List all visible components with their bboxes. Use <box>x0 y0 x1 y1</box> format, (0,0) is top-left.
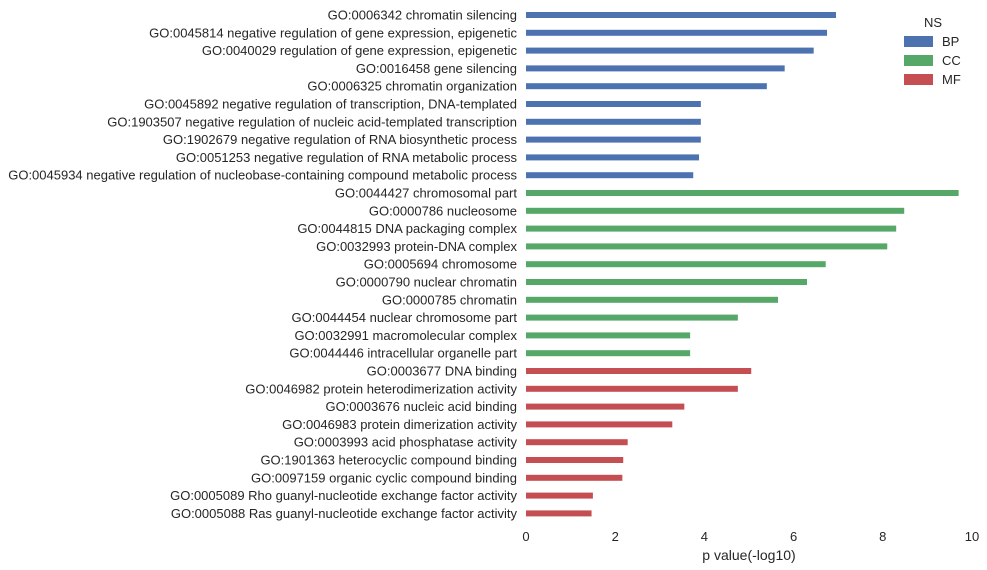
category-label: GO:1902679 negative regulation of RNA bi… <box>163 132 518 147</box>
bar-bp-1 <box>526 29 828 36</box>
category-label: GO:0006325 chromatin organization <box>307 79 517 94</box>
bar-cc-1 <box>526 207 905 214</box>
bar-cc-9 <box>526 350 691 357</box>
bar-mf-4 <box>526 439 628 446</box>
category-label: GO:0005089 Rho guanyl-nucleotide exchang… <box>170 488 517 503</box>
category-label: GO:0045934 negative regulation of nucleo… <box>8 168 517 183</box>
x-axis-title: p value(-log10) <box>702 547 795 563</box>
legend-label-cc: CC <box>942 53 961 68</box>
bar-bp-9 <box>526 172 694 179</box>
x-axis: 0 2 4 6 8 10 <box>522 529 979 544</box>
category-label: GO:0003677 DNA binding <box>367 364 517 379</box>
x-tick-label: 4 <box>701 529 708 544</box>
bar-mf-7 <box>526 492 593 499</box>
legend: NS BP CC MF <box>904 15 961 87</box>
category-label: GO:0003993 acid phosphatase activity <box>294 435 518 450</box>
category-label: GO:0046982 protein heterodimerization ac… <box>245 381 517 396</box>
category-label: GO:0003676 nucleic acid binding <box>325 399 517 414</box>
legend-swatch-bp <box>904 36 933 47</box>
bar-bp-6 <box>526 118 701 125</box>
category-label: GO:0051253 negative regulation of RNA me… <box>176 150 518 165</box>
category-label: GO:0044427 chromosomal part <box>335 186 517 201</box>
bar-cc-8 <box>526 332 691 339</box>
category-label: GO:0097159 organic cyclic compound bindi… <box>251 470 517 485</box>
x-tick-label: 10 <box>965 529 979 544</box>
category-label: GO:0000786 nucleosome <box>369 203 517 218</box>
category-label: GO:0045892 negative regulation of transc… <box>144 97 517 112</box>
x-tick-label: 8 <box>879 529 886 544</box>
category-label: GO:0045814 negative regulation of gene e… <box>149 25 517 40</box>
legend-label-mf: MF <box>942 72 961 87</box>
bar-mf-5 <box>526 457 624 463</box>
bar-cc-2 <box>526 225 897 232</box>
bar-bp-0 <box>526 12 836 18</box>
x-tick-label: 2 <box>612 529 619 544</box>
category-label: GO:0044446 intracellular organelle part <box>289 346 517 361</box>
bar-cc-0 <box>526 190 959 196</box>
bars-layer <box>526 12 959 517</box>
category-label: GO:0006342 chromatin silencing <box>328 8 517 23</box>
category-label: GO:0032991 macromolecular complex <box>294 328 517 343</box>
legend-swatch-cc <box>904 55 933 66</box>
category-labels: GO:0006342 chromatin silencing GO:0045814… <box>8 8 517 521</box>
bar-bp-5 <box>526 101 701 107</box>
category-label: GO:1901363 heterocyclic compound binding <box>260 453 517 468</box>
bar-mf-6 <box>526 474 623 481</box>
bar-bp-3 <box>526 65 785 72</box>
bar-bp-8 <box>526 154 700 161</box>
bar-cc-3 <box>526 243 888 250</box>
legend-label-bp: BP <box>942 34 959 49</box>
bar-cc-6 <box>526 296 778 303</box>
category-label: GO:0005088 Ras guanyl-nucleotide exchang… <box>171 506 518 521</box>
category-label: GO:0040029 regulation of gene expression… <box>202 43 518 58</box>
bar-cc-4 <box>526 261 826 268</box>
category-label: GO:0046983 protein dimerization activity <box>282 417 517 432</box>
bar-mf-3 <box>526 421 673 428</box>
x-tick-label: 6 <box>790 529 797 544</box>
x-tick-label: 0 <box>522 529 529 544</box>
bar-cc-5 <box>526 279 807 285</box>
category-label: GO:0016458 gene silencing <box>356 61 517 76</box>
bar-mf-2 <box>526 403 685 410</box>
bar-bp-2 <box>526 47 814 54</box>
category-label: GO:1903507 negative regulation of nuclei… <box>107 114 517 129</box>
bar-mf-8 <box>526 510 592 517</box>
legend-title: NS <box>924 15 942 30</box>
legend-swatch-mf <box>904 74 933 85</box>
bar-bp-7 <box>526 136 701 143</box>
bar-mf-0 <box>526 368 752 374</box>
category-label: GO:0000785 chromatin <box>382 292 517 307</box>
bar-mf-1 <box>526 385 738 392</box>
category-label: GO:0005694 chromosome <box>364 257 517 272</box>
bar-cc-7 <box>526 314 738 321</box>
category-label: GO:0044815 DNA packaging complex <box>297 221 517 236</box>
category-label: GO:0032993 protein-DNA complex <box>316 239 517 254</box>
category-label: GO:0000790 nuclear chromatin <box>336 275 517 290</box>
bar-bp-4 <box>526 83 767 90</box>
category-label: GO:0044454 nuclear chromosome part <box>292 310 518 325</box>
